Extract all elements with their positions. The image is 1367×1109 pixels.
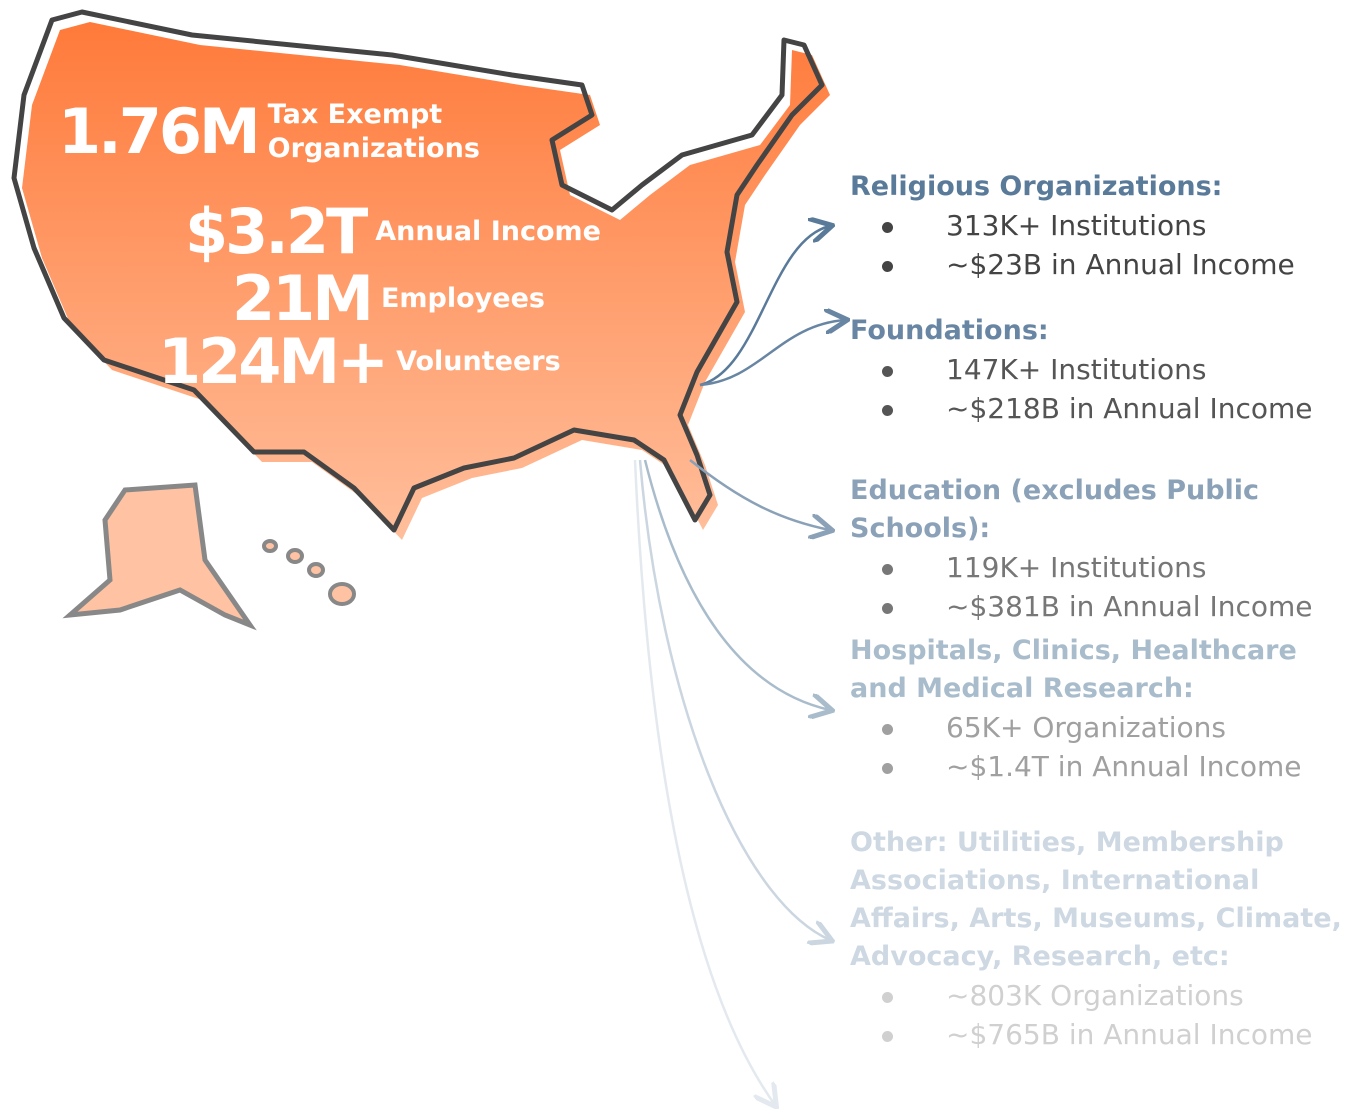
category: Foundations: 147K+ Institutions ~$218B in …: [850, 312, 1365, 428]
category-title: Foundations:: [850, 315, 1049, 346]
category-item: ~$23B in Annual Income: [850, 245, 1365, 284]
stat-label: Tax Exempt Organizations: [267, 98, 480, 164]
category-title: Other: Utilities, Membership Association…: [850, 827, 1342, 972]
stat-value: $3.2T: [185, 195, 368, 268]
us-outline: [11, 9, 825, 533]
category-item: 147K+ Institutions: [850, 350, 1365, 389]
stat: $3.2T Annual Income: [185, 195, 601, 268]
category: Education (excludes Public Schools): 119K…: [850, 472, 1365, 626]
category-title: Hospitals, Clinics, Healthcare and Medic…: [850, 635, 1297, 704]
category-item: ~$765B in Annual Income: [850, 1015, 1350, 1054]
category-title: Religious Organizations:: [850, 171, 1223, 202]
category: Religious Organizations: 313K+ Institutio…: [850, 168, 1365, 284]
stat-label: Volunteers: [396, 345, 561, 377]
stat: 21M Employees: [232, 262, 545, 335]
category: Hospitals, Clinics, Healthcare and Medic…: [850, 632, 1350, 786]
stat: 1.76M Tax Exempt Organizations: [58, 95, 480, 168]
us-shape: [22, 22, 830, 540]
category-item: 119K+ Institutions: [850, 548, 1365, 587]
category: Other: Utilities, Membership Association…: [850, 824, 1350, 1054]
stat-value: 1.76M: [58, 95, 261, 168]
category-item: ~$381B in Annual Income: [850, 587, 1365, 626]
category-title: Education (excludes Public Schools):: [850, 475, 1260, 544]
stat-label: Annual Income: [375, 215, 601, 247]
stat: 124M+ Volunteers: [158, 325, 561, 398]
category-item: ~$1.4T in Annual Income: [850, 747, 1350, 786]
category-item: ~$218B in Annual Income: [850, 389, 1365, 428]
stat-value: 21M: [232, 262, 374, 335]
alaska: [62, 482, 257, 631]
arrows: [633, 226, 845, 1105]
category-item: 313K+ Institutions: [850, 206, 1365, 245]
category-item: 65K+ Organizations: [850, 708, 1350, 747]
stat-label: Employees: [380, 282, 545, 314]
hawaii: [262, 539, 356, 606]
stat-value: 124M+: [158, 325, 389, 398]
category-item: ~803K Organizations: [850, 976, 1350, 1015]
